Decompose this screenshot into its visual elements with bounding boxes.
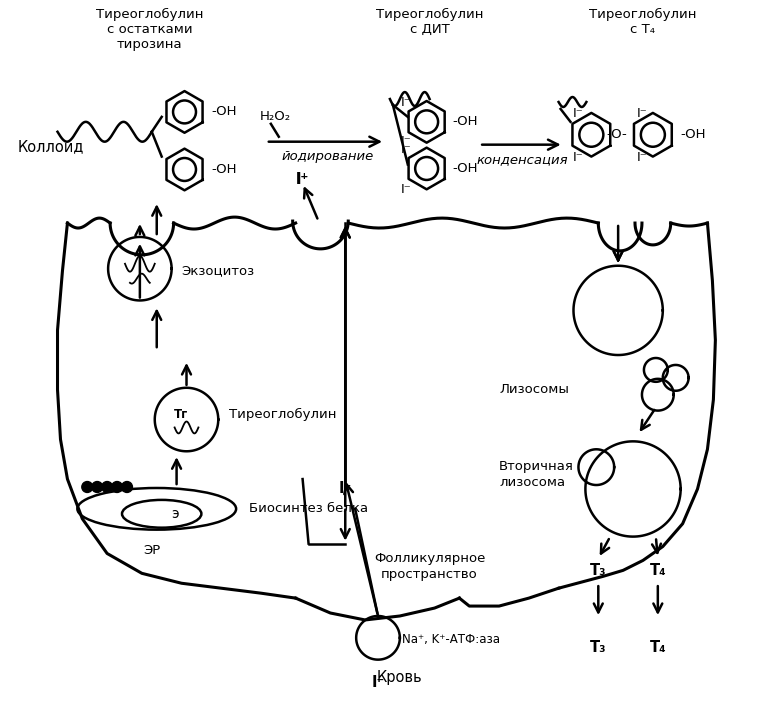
- Text: -OH: -OH: [452, 162, 478, 175]
- Circle shape: [121, 482, 132, 493]
- Text: -OH: -OH: [211, 163, 237, 176]
- Text: ЭР: ЭР: [143, 543, 160, 556]
- Text: I⁺: I⁺: [296, 172, 309, 187]
- Text: Биосинтез белка: Биосинтез белка: [249, 503, 368, 516]
- Text: I⁻: I⁻: [371, 675, 385, 690]
- Text: T₄: T₄: [650, 563, 666, 578]
- Text: I⁻: I⁻: [637, 151, 647, 164]
- Text: I⁻: I⁻: [401, 183, 411, 196]
- Text: I⁺: I⁺: [296, 172, 309, 187]
- Text: йодирование: йодирование: [282, 150, 373, 163]
- Text: I⁻: I⁻: [573, 108, 584, 120]
- Text: I⁻: I⁻: [401, 136, 411, 148]
- Text: конденсация: конденсация: [476, 153, 568, 166]
- Text: Кровь: Кровь: [377, 670, 423, 685]
- Text: Na⁺, K⁺-АТФ:аза: Na⁺, K⁺-АТФ:аза: [402, 633, 500, 646]
- Text: I⁻: I⁻: [637, 108, 647, 120]
- Text: Тиреоглобулин: Тиреоглобулин: [229, 408, 337, 421]
- Text: Фолликулярное
пространство: Фолликулярное пространство: [374, 552, 485, 581]
- Circle shape: [112, 482, 122, 493]
- Text: I⁻: I⁻: [401, 143, 411, 156]
- Text: Лизосомы: Лизосомы: [499, 384, 569, 397]
- Text: T₃: T₃: [590, 563, 606, 578]
- Text: Вторичная
лизосома: Вторичная лизосома: [499, 460, 574, 488]
- Text: I⁻: I⁻: [339, 482, 352, 496]
- Text: -OH: -OH: [681, 128, 706, 141]
- Text: Тг: Тг: [173, 408, 187, 421]
- Text: э: э: [171, 507, 178, 521]
- Text: T₃: T₃: [590, 640, 606, 655]
- Text: Тиреоглобулин
с остатками
тирозина: Тиреоглобулин с остатками тирозина: [96, 8, 203, 51]
- Circle shape: [102, 482, 112, 493]
- Text: Экзоцитоз: Экзоцитоз: [181, 264, 255, 277]
- Circle shape: [92, 482, 102, 493]
- Text: Тиреоглобулин
с ДИТ: Тиреоглобулин с ДИТ: [376, 8, 483, 36]
- Text: T₄: T₄: [650, 640, 666, 655]
- Text: I⁻: I⁻: [573, 151, 584, 164]
- Text: -OH: -OH: [452, 115, 478, 128]
- Text: Коллоид: Коллоид: [17, 139, 84, 154]
- Text: -O-: -O-: [606, 128, 628, 141]
- Text: -OH: -OH: [211, 105, 237, 118]
- Text: I⁻: I⁻: [401, 95, 411, 108]
- Text: H₂O₂: H₂O₂: [260, 110, 291, 123]
- Circle shape: [82, 482, 93, 493]
- Text: Тиреоглобулин
с Т₄: Тиреоглобулин с Т₄: [589, 8, 697, 36]
